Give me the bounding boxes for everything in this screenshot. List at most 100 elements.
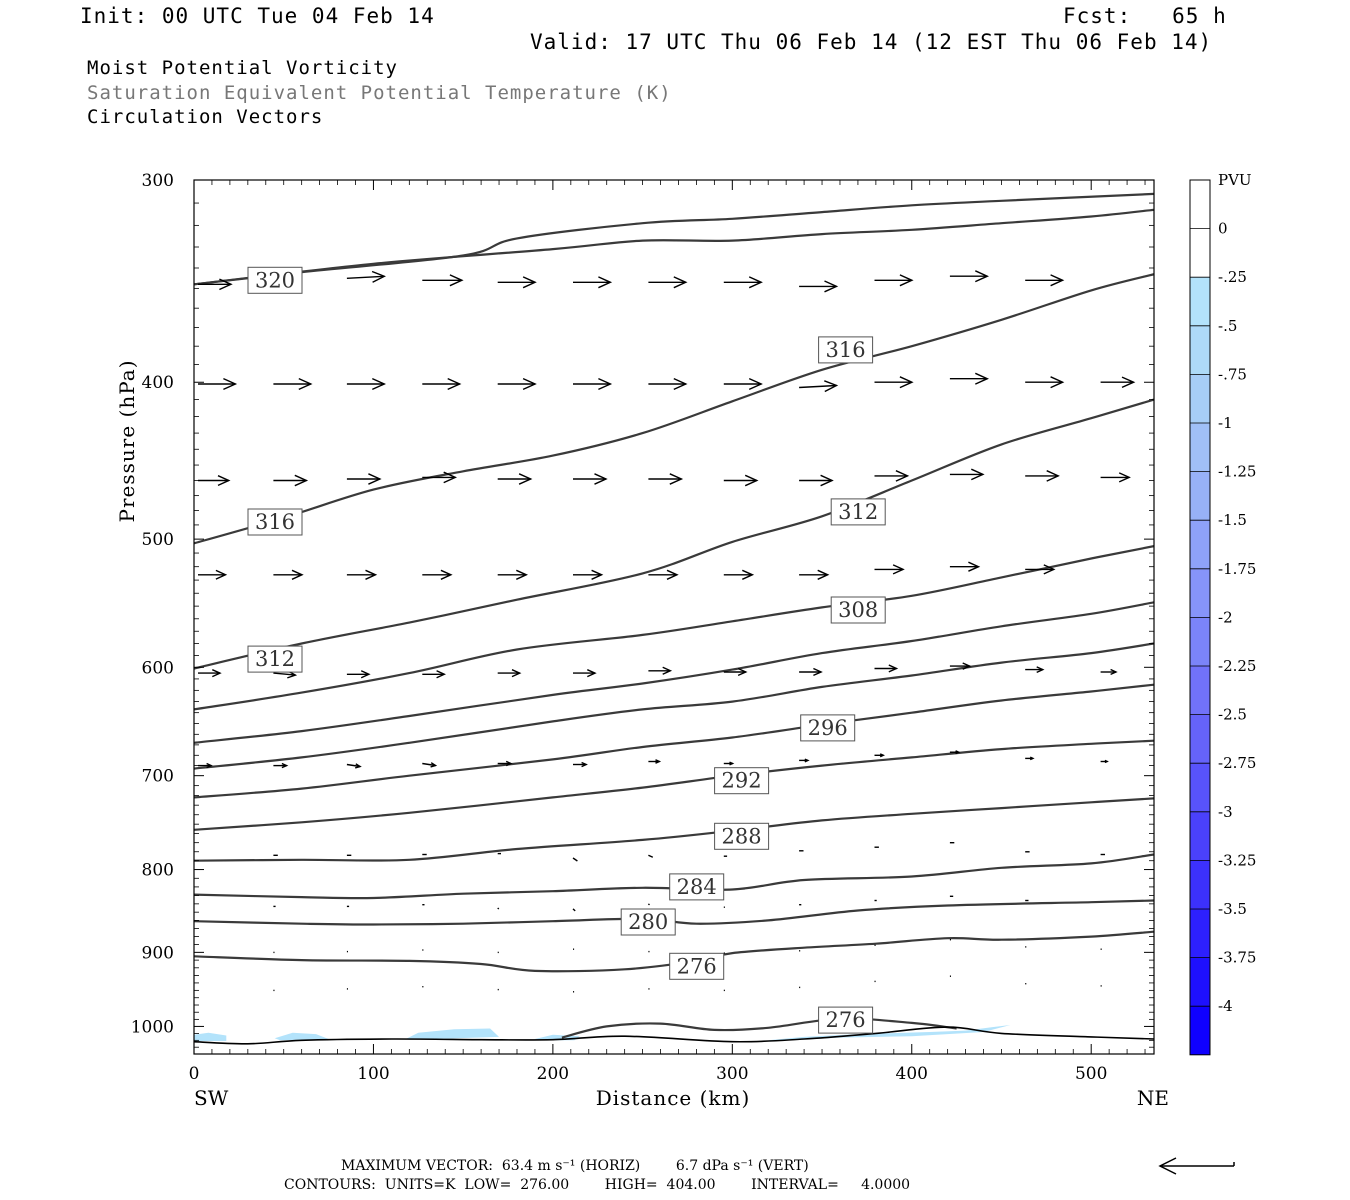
colorbar-swatch <box>1190 520 1210 569</box>
circulation-vector <box>1100 472 1131 483</box>
colorbar-swatch <box>1190 1006 1210 1055</box>
vector-head <box>955 750 961 755</box>
contour-label-box <box>247 645 303 673</box>
vector-head <box>219 278 233 291</box>
vector-head <box>824 380 839 393</box>
circulation-vector <box>422 670 446 679</box>
contour-label-text: 284 <box>677 875 717 899</box>
vector-head <box>594 473 608 485</box>
contour-label-text: 280 <box>628 910 668 934</box>
vector-head <box>430 762 438 768</box>
circulation-vector <box>422 274 464 287</box>
vector-head <box>975 372 990 385</box>
colorbar-label: -4 <box>1218 997 1233 1015</box>
vector-head <box>217 475 231 487</box>
axes-layer: 0 100 200 300 400 500 300 400 500 600 700 800 900 100… <box>115 171 1169 1110</box>
circulation-vector <box>198 377 238 391</box>
colorbar-label: -.25 <box>1218 268 1247 286</box>
colorbar-label: -1.5 <box>1218 511 1247 529</box>
pv-shade-region <box>274 1032 329 1041</box>
colorbar-label: 0 <box>1218 220 1228 238</box>
y-tick-label: 300 <box>142 171 174 191</box>
contour-label-text: 288 <box>722 824 762 848</box>
vector-head <box>1050 274 1065 287</box>
circulation-vector <box>647 903 650 906</box>
vector-head <box>744 474 759 487</box>
circulation-vector <box>573 569 604 580</box>
y-tick-label: 600 <box>142 658 174 678</box>
circulation-vector <box>273 474 309 487</box>
contour-label-box <box>714 767 770 795</box>
colorbar-swatch <box>1190 568 1210 618</box>
circulation-vector <box>346 569 378 580</box>
colorbar-label: -2.5 <box>1218 706 1247 724</box>
colorbar-swatch <box>1190 471 1210 521</box>
circulation-vector <box>346 473 382 485</box>
vector-shaft <box>497 907 500 910</box>
circulation-vector <box>949 270 990 283</box>
colorbar-label: -2.75 <box>1218 754 1256 772</box>
vector-head <box>892 564 905 575</box>
vector-head <box>1046 470 1060 482</box>
vector-head <box>1118 472 1131 483</box>
vector-head <box>1043 564 1056 575</box>
circulation-vector <box>723 569 755 580</box>
theta-contour-288 <box>194 797 1154 862</box>
colorbar-label: -.75 <box>1218 365 1247 383</box>
colorbar-label: -2 <box>1218 608 1233 626</box>
circulation-vector <box>422 762 438 768</box>
colorbar-label: -2.25 <box>1218 657 1256 675</box>
contour-label-text: 276 <box>826 1008 866 1032</box>
contour-label: 276 <box>669 952 725 980</box>
vector-head <box>215 569 228 580</box>
colorbar-label: -3.5 <box>1218 900 1247 918</box>
circulation-vector <box>497 377 537 391</box>
vector-shaft <box>648 854 654 858</box>
circulation-vector <box>1100 668 1118 676</box>
vector-head <box>748 276 763 289</box>
vector-head <box>895 470 910 482</box>
contour-label-text: 312 <box>255 647 295 671</box>
vector-head <box>1121 376 1136 389</box>
circulation-vector <box>497 473 533 485</box>
vector-head <box>223 377 238 391</box>
vector-head <box>591 569 604 580</box>
vector-head <box>748 377 763 391</box>
vector-head <box>1029 756 1035 761</box>
valid-time: Valid: 17 UTC Thu 06 Feb 14 (12 EST Thu … <box>530 30 1213 54</box>
circulation-vector <box>422 377 462 391</box>
x-tick-label: 0 <box>189 1064 200 1084</box>
vector-head <box>368 473 382 485</box>
vector-head <box>598 377 613 391</box>
theta-contour-276 <box>561 1017 957 1039</box>
vector-head <box>440 569 453 580</box>
contour-label: 312 <box>247 645 303 673</box>
circulation-vector <box>1100 759 1109 764</box>
circulation-vector <box>273 569 304 580</box>
circulation-vector <box>648 473 684 485</box>
y-tick-label: 800 <box>142 861 174 881</box>
vector-head <box>355 763 362 769</box>
vector-head <box>360 670 371 679</box>
vector-head <box>813 667 823 677</box>
contour-label-text: 316 <box>826 338 866 362</box>
circulation-vector <box>1100 376 1136 389</box>
vector-shaft <box>422 762 436 767</box>
vector-head <box>655 759 662 764</box>
circulation-vector <box>198 475 231 487</box>
field-title-theta-es: Saturation Equivalent Potential Temperat… <box>87 82 672 104</box>
vector-head <box>962 662 972 670</box>
colorbar-swatch <box>1190 180 1210 229</box>
colorbar-swatch <box>1190 617 1210 666</box>
circulation-vector <box>648 569 679 580</box>
contour-label: 292 <box>714 767 770 795</box>
colorbar-swatch <box>1190 714 1210 764</box>
circulation-vector <box>346 763 362 769</box>
circulation-vector <box>799 280 839 293</box>
contour-label: 312 <box>830 498 886 526</box>
contour-label-box <box>830 596 886 624</box>
circulation-vector <box>723 377 763 391</box>
contour-label: 284 <box>669 873 725 901</box>
contour-label: 280 <box>620 908 676 936</box>
